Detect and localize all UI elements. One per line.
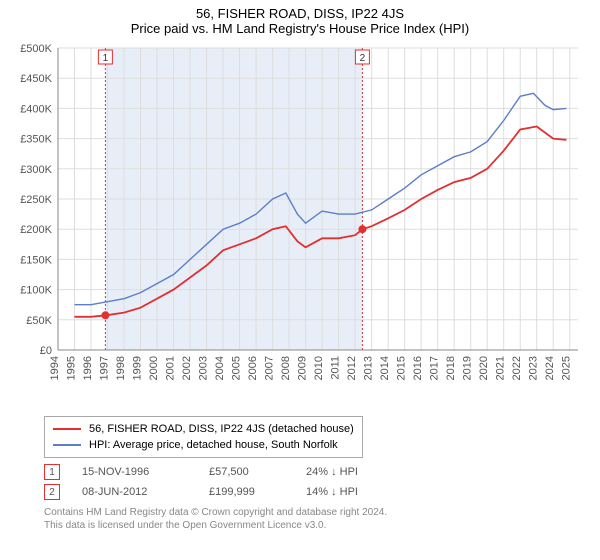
chart-title: 56, FISHER ROAD, DISS, IP22 4JS	[0, 0, 600, 21]
y-tick-label: £200K	[20, 224, 52, 236]
x-tick-label: 2006	[247, 356, 259, 380]
sale-date: 08-JUN-2012	[82, 486, 187, 498]
legend-label: 56, FISHER ROAD, DISS, IP22 4JS (detache…	[89, 421, 354, 437]
y-tick-label: £450K	[20, 73, 52, 85]
sale-row: 2 08-JUN-2012 £199,999 14% ↓ HPI	[44, 482, 590, 502]
x-tick-label: 2004	[214, 356, 226, 380]
x-tick-label: 2016	[412, 356, 424, 380]
y-tick-label: £400K	[20, 103, 52, 115]
legend-item: 56, FISHER ROAD, DISS, IP22 4JS (detache…	[53, 421, 354, 437]
sale-marker: 1	[98, 50, 112, 64]
x-tick-label: 2007	[264, 356, 276, 380]
sale-hpi-diff: 24% ↓ HPI	[306, 466, 358, 478]
legend-swatch	[53, 428, 81, 430]
x-tick-label: 2000	[148, 356, 160, 380]
y-tick-label: £100K	[20, 285, 52, 297]
footer-line: This data is licensed under the Open Gov…	[44, 519, 590, 532]
sale-price: £57,500	[209, 466, 284, 478]
x-tick-label: 1998	[115, 356, 127, 380]
x-tick-label: 2018	[445, 356, 457, 380]
sale-row: 1 15-NOV-1996 £57,500 24% ↓ HPI	[44, 462, 590, 482]
x-tick-label: 1996	[82, 356, 94, 380]
legend-swatch	[53, 444, 81, 446]
x-tick-label: 2005	[231, 356, 243, 380]
sale-price: £199,999	[209, 486, 284, 498]
sale-marker: 2	[355, 50, 369, 64]
x-tick-label: 2022	[511, 356, 523, 380]
x-tick-label: 2008	[280, 356, 292, 380]
y-tick-label: £50K	[26, 315, 52, 327]
x-tick-label: 2017	[429, 356, 441, 380]
y-tick-label: £300K	[20, 164, 52, 176]
chart-card: 56, FISHER ROAD, DISS, IP22 4JS Price pa…	[0, 0, 600, 532]
legend-item: HPI: Average price, detached house, Sout…	[53, 437, 354, 453]
y-tick-label: £250K	[20, 194, 52, 206]
svg-text:1: 1	[103, 53, 109, 64]
line-chart-svg: £0 £50K £100K £150K £200K £250K £300K £350K £400…	[14, 40, 586, 410]
y-tick-label: £0	[40, 345, 52, 357]
x-tick-label: 2020	[478, 356, 490, 380]
x-tick-label: 2025	[561, 356, 573, 380]
x-tick-label: 2014	[379, 356, 391, 380]
x-tick-label: 2010	[313, 356, 325, 380]
footer-line: Contains HM Land Registry data © Crown c…	[44, 506, 590, 519]
chart-area: £0 £50K £100K £150K £200K £250K £300K £350K £400…	[14, 40, 586, 410]
x-tick-label: 1997	[99, 356, 111, 380]
sale-marker-icon: 2	[44, 484, 60, 500]
legend-label: HPI: Average price, detached house, Sout…	[89, 437, 338, 453]
x-tick-label: 2024	[544, 356, 556, 380]
sale-date: 15-NOV-1996	[82, 466, 187, 478]
x-tick-label: 1999	[132, 356, 144, 380]
x-tick-label: 2013	[363, 356, 375, 380]
x-tick-label: 2019	[462, 356, 474, 380]
x-tick-label: 2015	[396, 356, 408, 380]
x-tick-label: 2023	[528, 356, 540, 380]
x-tick-label: 2012	[346, 356, 358, 380]
y-tick-label: £500K	[20, 43, 52, 55]
legend: 56, FISHER ROAD, DISS, IP22 4JS (detache…	[44, 416, 363, 458]
x-tick-label: 2021	[495, 356, 507, 380]
attribution-footer: Contains HM Land Registry data © Crown c…	[44, 506, 590, 532]
y-tick-label: £350K	[20, 134, 52, 146]
chart-subtitle: Price paid vs. HM Land Registry's House …	[0, 21, 600, 40]
sales-table: 1 15-NOV-1996 £57,500 24% ↓ HPI 2 08-JUN-2012…	[44, 462, 590, 502]
x-tick-label: 2011	[330, 356, 342, 380]
x-tick-label: 2002	[181, 356, 193, 380]
sale-hpi-diff: 14% ↓ HPI	[306, 486, 358, 498]
svg-text:2: 2	[360, 53, 366, 64]
x-tick-label: 1995	[66, 356, 78, 380]
x-tick-label: 2009	[297, 356, 309, 380]
sale-marker-icon: 1	[44, 464, 60, 480]
x-tick-label: 1994	[49, 356, 61, 380]
x-tick-label: 2001	[165, 356, 177, 380]
x-tick-label: 2003	[198, 356, 210, 380]
y-tick-label: £150K	[20, 254, 52, 266]
